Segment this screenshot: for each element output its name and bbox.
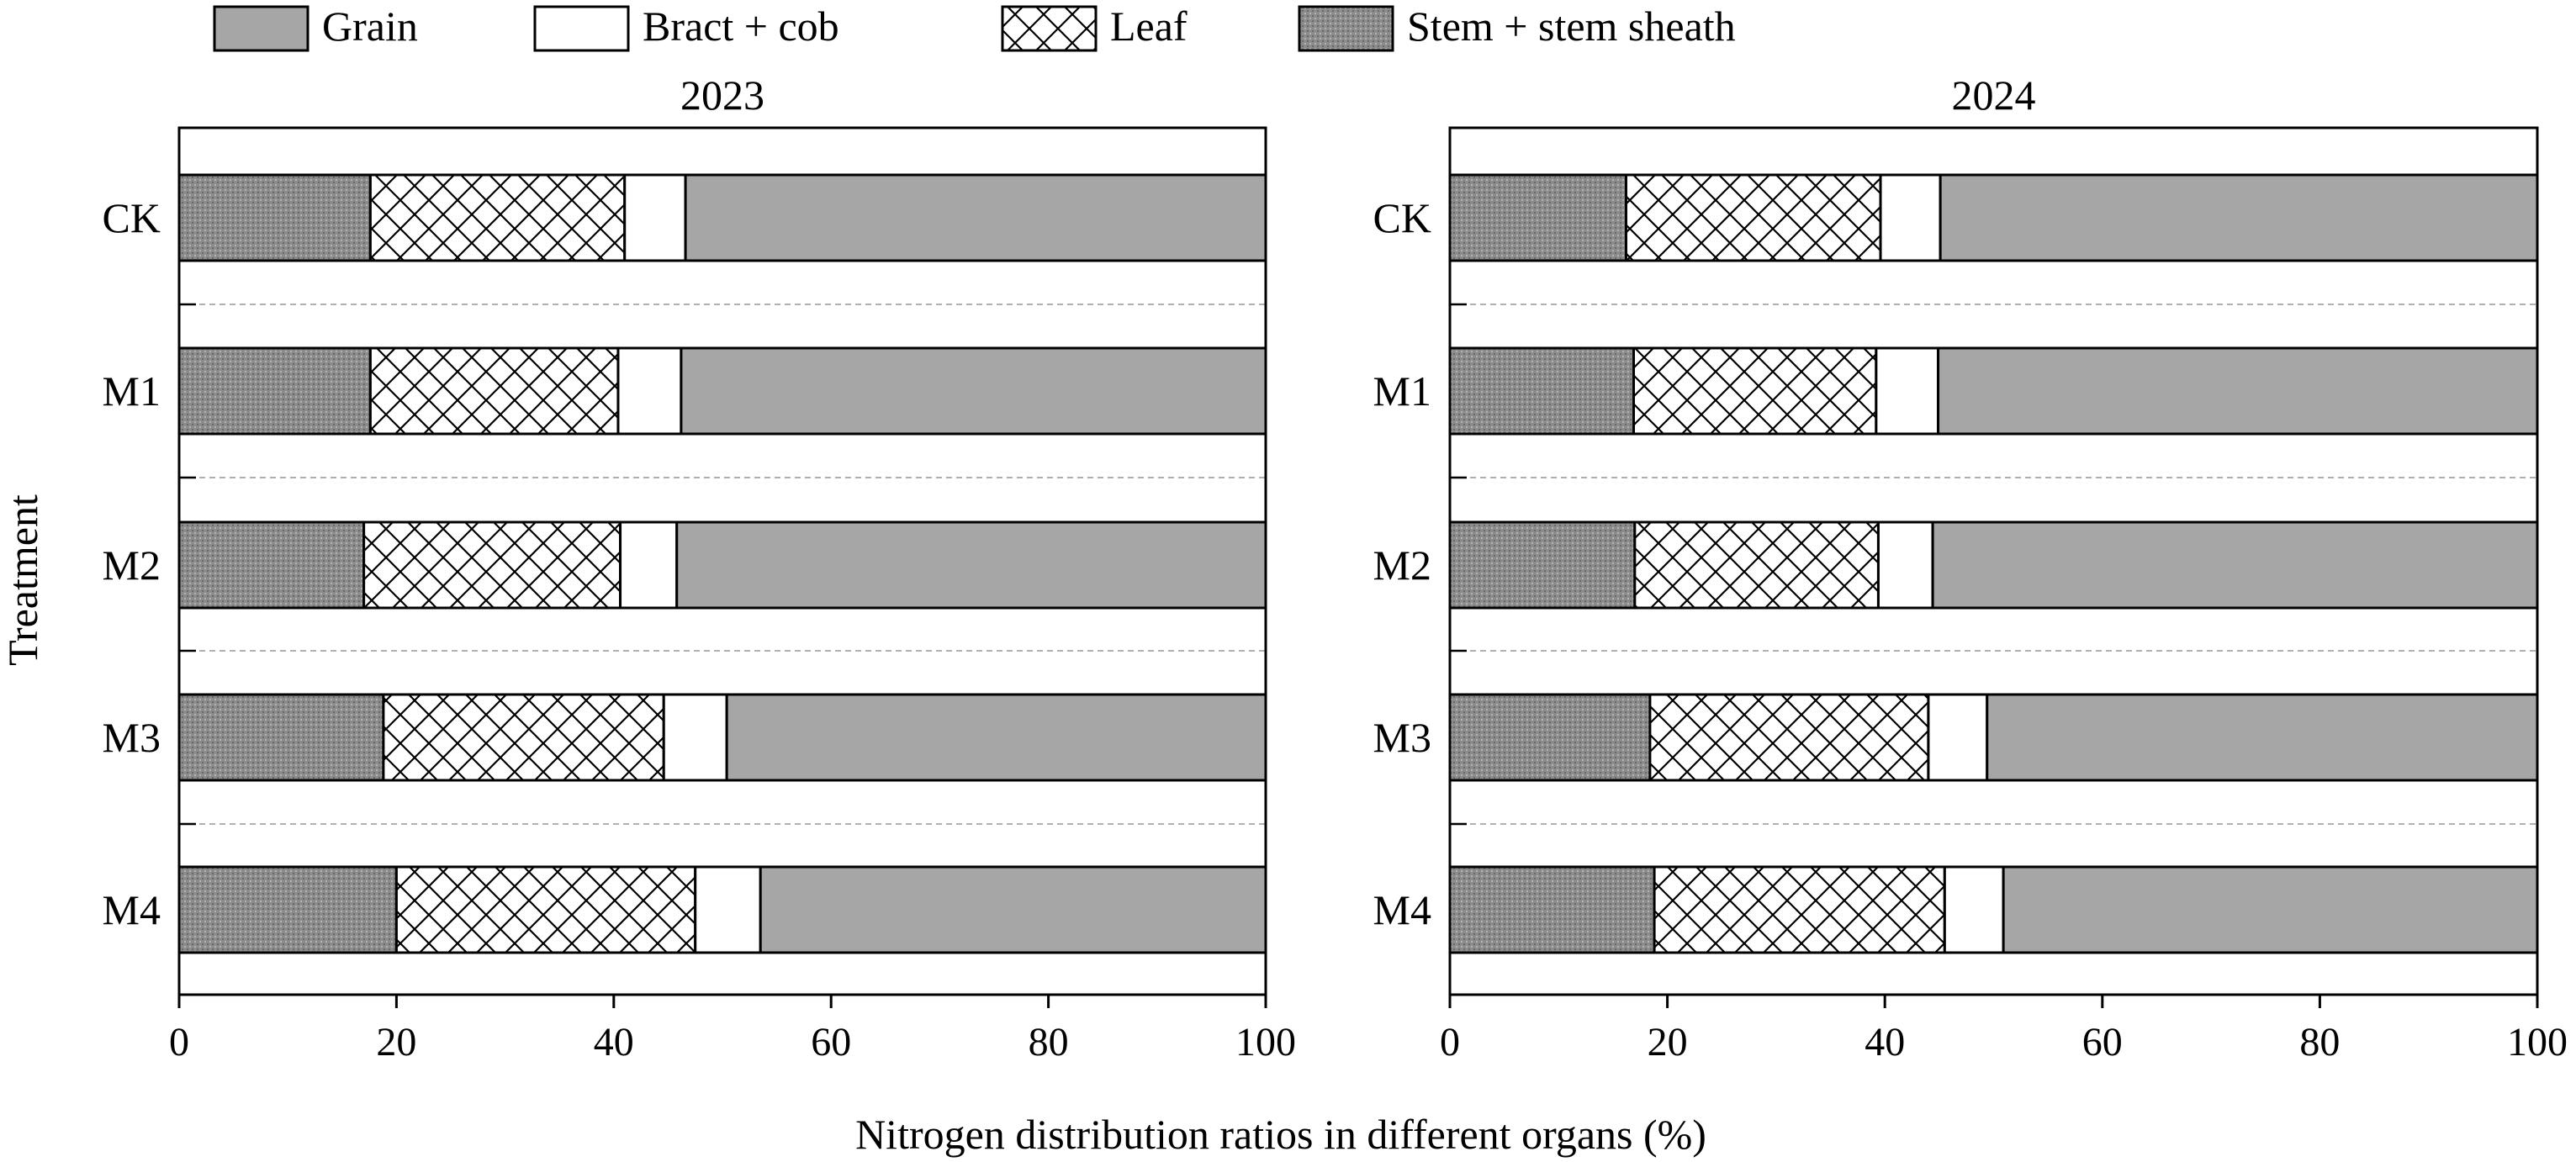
bar-leaf-m4: [1653, 865, 1946, 954]
y-tick-label: M4: [103, 886, 161, 933]
panel-title: 2024: [1952, 71, 2036, 119]
legend-label-grain: Grain: [322, 3, 418, 50]
bar-stem-m4: [177, 865, 398, 954]
legend-swatch-stem: [1298, 5, 1394, 52]
y-tick-label: M3: [1373, 714, 1431, 761]
bar-leaf-m3: [382, 693, 665, 782]
bar-stem-m2: [1448, 520, 1637, 610]
x-tick-label: 20: [376, 1020, 416, 1064]
bar-grain-m1: [680, 346, 1267, 436]
bar-grain-m1: [1937, 346, 2539, 436]
bar-stem-m2: [177, 520, 366, 610]
x-tick-label: 60: [2082, 1020, 2123, 1064]
y-tick-label: CK: [1373, 194, 1431, 241]
bar-leaf-m2: [1633, 520, 1880, 610]
legend-swatch-leaf: [1001, 5, 1098, 52]
panel-2023: 2023 CK M1 M2 M3 M4 0 20 40 60 80 100: [103, 71, 1296, 1064]
bar-leaf-ck: [368, 173, 627, 262]
legend-item-bract-cob: Bract + cob: [533, 3, 839, 52]
bar-bract-m4: [1943, 865, 2005, 954]
bar-grain-ck: [1939, 173, 2539, 262]
bar-bract-m3: [1927, 693, 1989, 782]
bar-bract-m3: [662, 693, 728, 782]
legend-item-stem: Stem + stem sheath: [1298, 3, 1736, 52]
legend-label-bract-cob: Bract + cob: [643, 3, 839, 50]
y-tick-label: M2: [1373, 541, 1431, 589]
bar-stem-m3: [177, 693, 385, 782]
legend-swatch-grain: [213, 5, 309, 52]
x-tick-label: 100: [2507, 1020, 2568, 1064]
bar-leaf-m1: [1632, 346, 1878, 436]
legend-swatch-bract-cob: [533, 5, 630, 52]
bar-grain-ck: [684, 173, 1267, 262]
bar-stem-m4: [1448, 865, 1656, 954]
bar-bract-m2: [619, 520, 679, 610]
bar-grain-m4: [759, 865, 1267, 954]
y-axis-label: Treatment: [0, 494, 46, 666]
bar-stem-m1: [177, 346, 372, 436]
y-tick-label: M1: [103, 367, 161, 415]
bar-leaf-m2: [362, 520, 622, 610]
panel-2024: 2024 CK M1 M2 M3 M4 0 20 40 60 80 100: [1373, 71, 2568, 1064]
bar-bract-m1: [616, 346, 683, 436]
bar-grain-m2: [1931, 520, 2539, 610]
x-tick-label: 40: [594, 1020, 634, 1064]
x-axis-label: Nitrogen distribution ratios in differen…: [855, 1111, 1706, 1158]
x-tick-label: 80: [1029, 1020, 1069, 1064]
y-tick-label: CK: [103, 194, 161, 241]
x-tick-label: 80: [2299, 1020, 2340, 1064]
bar-leaf-m3: [1648, 693, 1930, 782]
bar-bract-m1: [1875, 346, 1940, 436]
bar-stem-m1: [1448, 346, 1636, 436]
x-tick-label: 0: [169, 1020, 189, 1064]
x-tick-label: 40: [1865, 1020, 1905, 1064]
bar-bract-m4: [694, 865, 762, 954]
y-tick-label: M1: [1373, 367, 1431, 415]
y-tick-label: M4: [1373, 886, 1431, 933]
bar-stem-ck: [1448, 173, 1627, 262]
legend-label-leaf: Leaf: [1110, 3, 1187, 50]
bar-leaf-m4: [394, 865, 697, 954]
panel-title: 2023: [680, 71, 764, 119]
x-tick-label: 0: [1440, 1020, 1460, 1064]
x-tick-label: 20: [1648, 1020, 1688, 1064]
legend-label-stem: Stem + stem sheath: [1407, 3, 1736, 50]
x-tick-label: 100: [1235, 1020, 1296, 1064]
bar-grain-m4: [2002, 865, 2539, 954]
x-tick-label: 60: [811, 1020, 851, 1064]
bar-leaf-ck: [1624, 173, 1882, 262]
bar-grain-m3: [1986, 693, 2539, 782]
bar-stem-m3: [1448, 693, 1652, 782]
y-tick-label: M3: [103, 714, 161, 761]
legend: Grain Bract + cob Leaf Stem + stem sheat…: [213, 3, 1736, 52]
bar-leaf-m1: [368, 346, 620, 436]
y-tick-label: M2: [103, 541, 161, 589]
bar-grain-m3: [725, 693, 1267, 782]
bar-grain-m2: [675, 520, 1267, 610]
legend-item-leaf: Leaf: [1001, 3, 1187, 52]
plot-frame: [177, 126, 1267, 996]
legend-item-grain: Grain: [213, 3, 418, 52]
bar-bract-ck: [623, 173, 687, 262]
bar-bract-m2: [1876, 520, 1934, 610]
bar-stem-ck: [177, 173, 372, 262]
plot-frame: [1448, 126, 2539, 996]
bar-bract-ck: [1879, 173, 1942, 262]
